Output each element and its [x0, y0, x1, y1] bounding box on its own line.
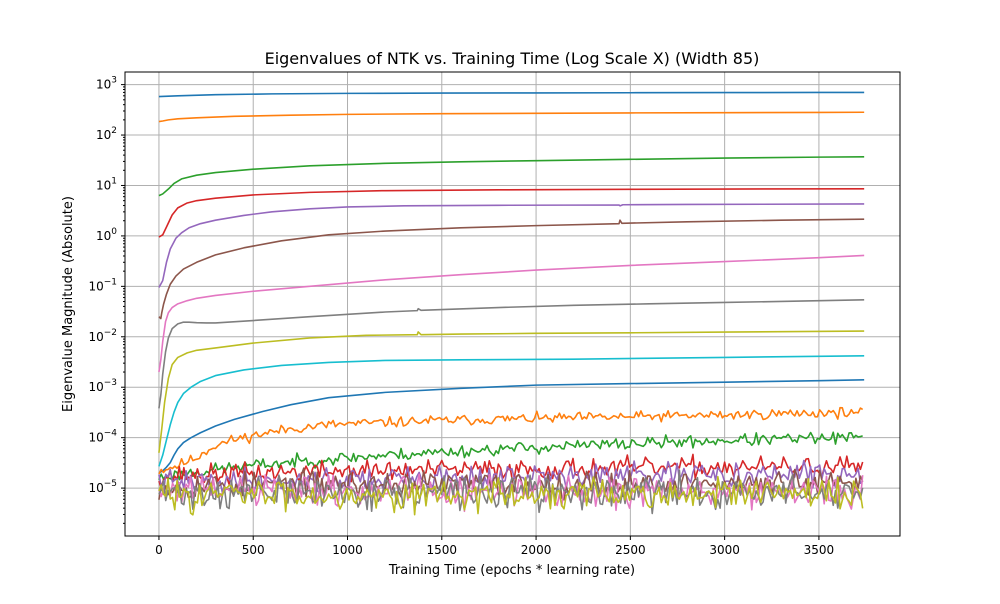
series-line-5 — [158, 203, 865, 288]
series-line-7 — [158, 254, 865, 373]
y-axis-ticks: 10−5 10−4 10−3 10−2 10−1 100 101 102 103 — [88, 76, 125, 524]
chart-title: Eigenvalues of NTK vs. Training Time (Lo… — [265, 49, 760, 68]
series-line-3 — [158, 156, 865, 197]
series-line-9 — [158, 330, 865, 453]
grid — [125, 72, 900, 536]
series-lines — [158, 91, 865, 516]
y-tick-label: 10−2 — [88, 328, 117, 344]
y-tick-label: 103 — [96, 76, 117, 92]
series-line-14 — [158, 453, 864, 489]
x-axis-ticks: 0 500 1000 1500 2000 2500 3000 3500 — [155, 536, 834, 557]
series-line-1 — [158, 91, 865, 98]
series-line-6 — [158, 218, 865, 320]
series-line-4 — [158, 187, 865, 238]
x-tick-label: 3000 — [709, 543, 740, 557]
x-tick-label: 500 — [242, 543, 265, 557]
series-line-2 — [158, 111, 865, 123]
y-axis-label: Eigenvalue Magnitude (Absolute) — [61, 196, 76, 412]
x-tick-label: 2000 — [521, 543, 552, 557]
y-tick-label: 10−1 — [88, 277, 117, 293]
y-tick-label: 10−4 — [88, 429, 117, 445]
plot-frame — [124, 71, 901, 537]
x-tick-label: 1000 — [332, 543, 363, 557]
series-line-11 — [158, 379, 865, 474]
x-axis-label: Training Time (epochs * learning rate) — [388, 563, 635, 578]
x-tick-label: 2500 — [615, 543, 646, 557]
series-line-12 — [158, 406, 864, 475]
y-tick-label: 100 — [96, 227, 117, 243]
series-line-8 — [158, 299, 865, 409]
series-line-10 — [158, 354, 865, 467]
y-tick-label: 102 — [96, 126, 117, 142]
x-tick-label: 1500 — [427, 543, 458, 557]
y-tick-label: 101 — [96, 176, 117, 192]
series-line-18 — [158, 469, 864, 515]
x-tick-label: 3500 — [804, 543, 835, 557]
x-tick-label: 0 — [155, 543, 163, 557]
y-tick-label: 10−5 — [88, 479, 117, 495]
series-line-13 — [158, 431, 863, 482]
series-line-19 — [158, 475, 864, 516]
y-tick-label: 10−3 — [88, 378, 117, 394]
